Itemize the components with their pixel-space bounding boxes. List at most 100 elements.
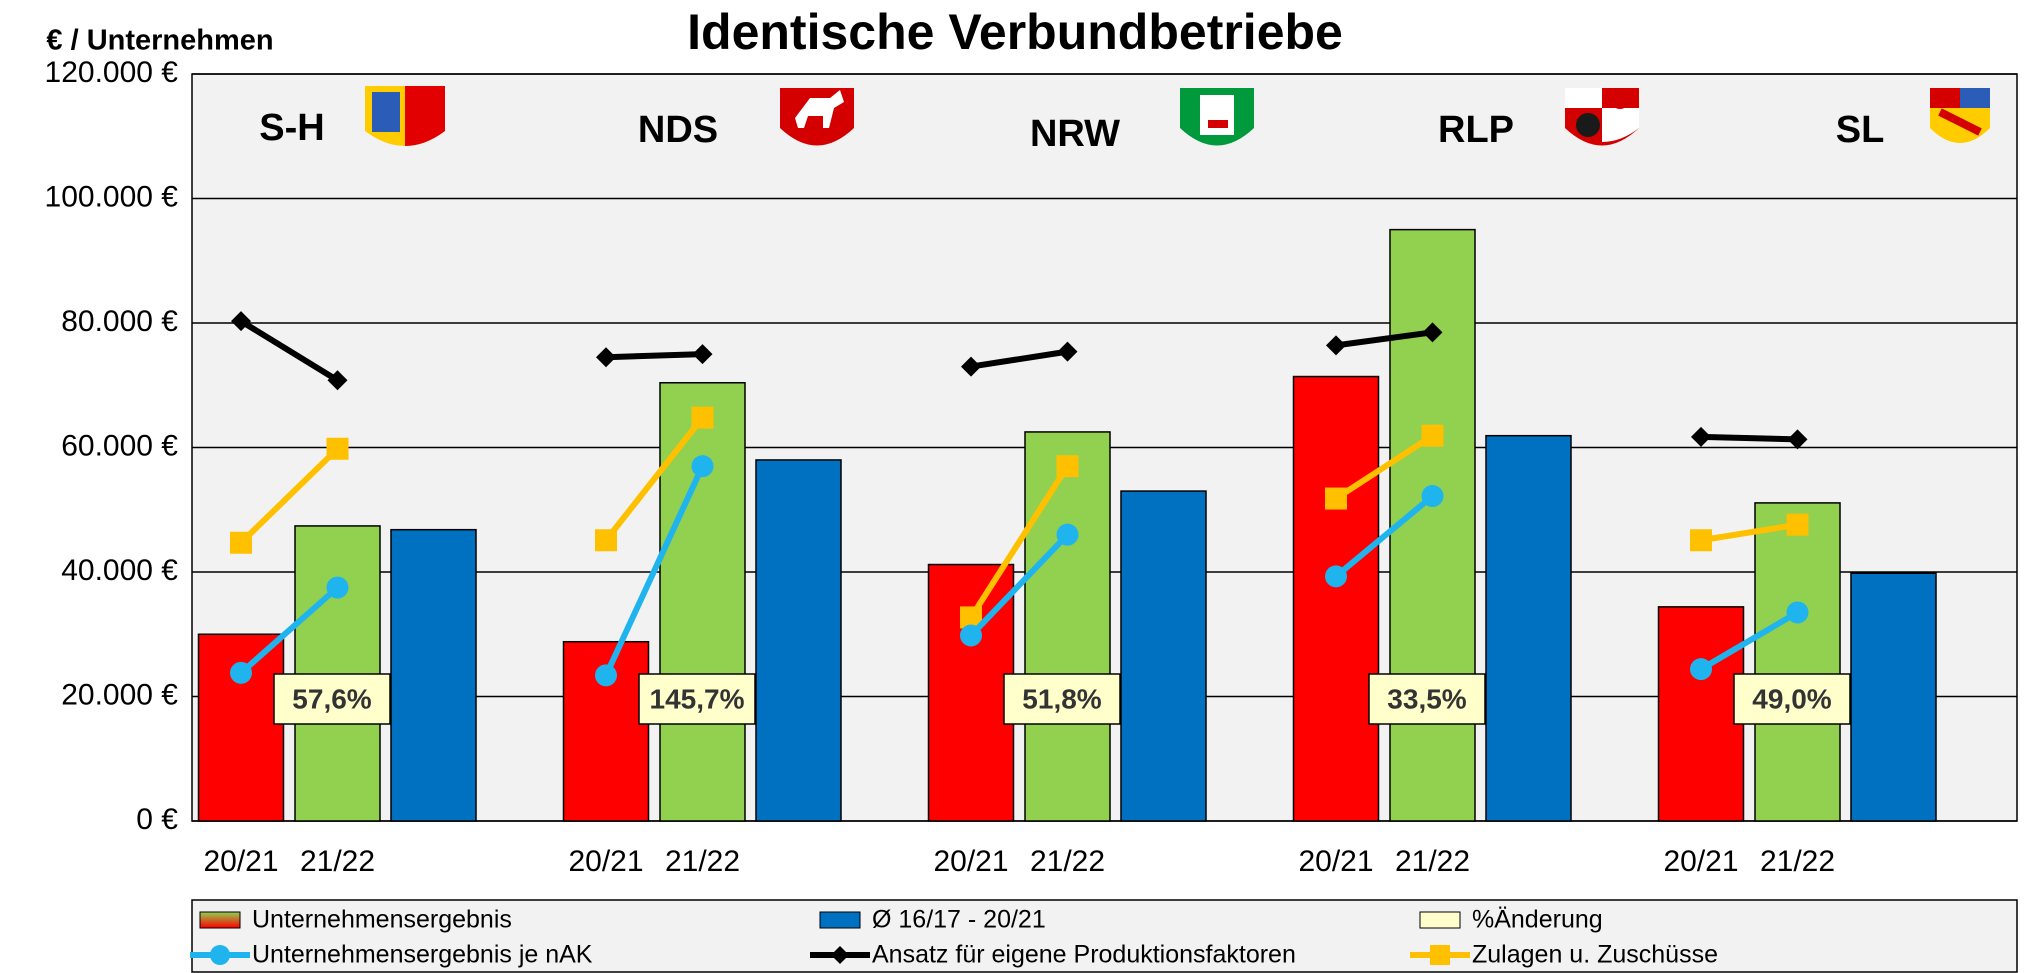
point xyxy=(1325,565,1347,588)
percent-label: 49,0% xyxy=(1752,683,1831,714)
point xyxy=(1057,341,1078,362)
point xyxy=(1690,529,1712,552)
line xyxy=(603,464,706,677)
point xyxy=(231,311,251,332)
flag-sl xyxy=(1930,88,1990,143)
point xyxy=(230,661,252,684)
legend-label: Unternehmensergebnis je nAK xyxy=(252,941,593,969)
y-tick-label: 20.000 € xyxy=(61,678,178,711)
group-label: S-H xyxy=(259,107,324,149)
point xyxy=(961,356,981,377)
point xyxy=(1786,601,1809,624)
y-tick-label: 120.000 € xyxy=(45,56,179,89)
x-tick-label: 21/22 xyxy=(1030,845,1105,878)
bar xyxy=(1850,572,1937,822)
point xyxy=(1056,455,1079,478)
line xyxy=(1334,433,1435,502)
y-tick-label: 40.000 € xyxy=(61,554,178,587)
legend-label: %Änderung xyxy=(1472,906,1603,934)
legend-swatch xyxy=(819,911,861,929)
legend-label: Ø 16/17 - 20/21 xyxy=(872,906,1046,934)
legend-swatch xyxy=(1419,911,1461,929)
line xyxy=(1700,521,1798,544)
group-label: NDS xyxy=(638,109,718,151)
percent-box xyxy=(273,673,391,725)
point xyxy=(1786,513,1809,536)
x-tick-label: 21/22 xyxy=(665,845,740,878)
point xyxy=(596,347,616,368)
x-tick-label: 21/22 xyxy=(300,845,375,878)
point xyxy=(326,576,349,599)
bar xyxy=(1485,434,1572,822)
point xyxy=(326,437,349,460)
percent-label: 33,5% xyxy=(1387,683,1466,714)
percent-box xyxy=(1368,673,1486,725)
bar xyxy=(659,382,746,822)
line xyxy=(968,532,1070,638)
percent-box xyxy=(1733,673,1851,725)
point xyxy=(691,455,714,478)
x-tick-label: 21/22 xyxy=(1760,845,1835,878)
x-tick-label: 20/21 xyxy=(203,845,278,878)
line xyxy=(1334,493,1435,579)
percent-box xyxy=(638,673,756,725)
point xyxy=(1325,487,1347,510)
y-tick-label: 60.000 € xyxy=(61,429,178,462)
point xyxy=(1056,523,1079,546)
bar xyxy=(1389,228,1476,822)
legend-label: Ansatz für eigene Produktionsfaktoren xyxy=(872,941,1296,969)
point xyxy=(960,624,982,647)
point xyxy=(1421,485,1444,508)
bar xyxy=(1657,606,1745,822)
flag-nrw xyxy=(1180,88,1254,146)
flag-rlp xyxy=(1565,88,1639,146)
legend-marker xyxy=(1430,945,1450,965)
point xyxy=(1787,429,1808,450)
x-tick-label: 20/21 xyxy=(1663,845,1738,878)
legend-marker xyxy=(210,945,230,965)
legend-label: Unternehmensergebnis xyxy=(252,906,512,934)
line xyxy=(239,585,340,676)
point xyxy=(230,531,252,554)
bar xyxy=(1024,431,1111,822)
group-label: NRW xyxy=(1030,113,1120,155)
point xyxy=(691,406,714,429)
point xyxy=(595,529,617,552)
y-axis-title: € / Unternehmen xyxy=(46,25,273,57)
point xyxy=(327,370,348,391)
line xyxy=(239,318,340,383)
bar xyxy=(1754,502,1841,822)
point xyxy=(692,344,713,365)
point xyxy=(960,606,982,629)
bar xyxy=(1292,375,1380,822)
legend-swatch xyxy=(199,911,241,929)
line xyxy=(1700,433,1798,443)
point xyxy=(1422,322,1443,343)
group-label: SL xyxy=(1836,109,1885,151)
x-tick-label: 20/21 xyxy=(933,845,1008,878)
percent-label: 57,6% xyxy=(292,683,371,714)
point xyxy=(595,664,617,687)
line xyxy=(605,351,703,361)
bar xyxy=(390,528,477,822)
y-tick-label: 0 € xyxy=(136,803,178,836)
bar xyxy=(1120,490,1207,822)
point xyxy=(1326,335,1346,356)
percent-box xyxy=(1003,673,1121,725)
line xyxy=(238,446,340,545)
line xyxy=(1699,609,1800,672)
y-tick-label: 100.000 € xyxy=(45,180,179,213)
percent-label: 145,7% xyxy=(650,683,745,714)
group-label: RLP xyxy=(1438,109,1514,151)
point xyxy=(1691,426,1711,447)
legend-label: Zulagen u. Zuschüsse xyxy=(1472,941,1718,969)
bar xyxy=(755,459,842,822)
line xyxy=(968,464,1071,620)
flag-nds xyxy=(780,88,854,146)
percent-label: 51,8% xyxy=(1022,683,1101,714)
x-tick-label: 20/21 xyxy=(1298,845,1373,878)
chart-title: Identische Verbundbetriebe xyxy=(687,4,1343,60)
point xyxy=(1421,424,1444,447)
x-tick-label: 20/21 xyxy=(568,845,643,878)
